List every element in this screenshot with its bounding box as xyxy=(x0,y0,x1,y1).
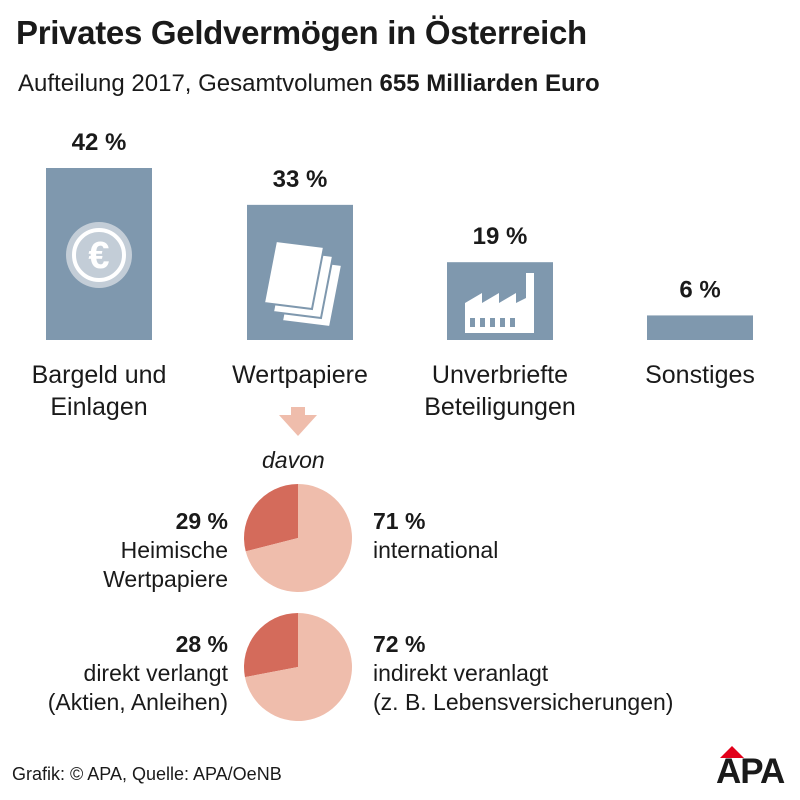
source-note: Grafik: © APA, Quelle: APA/OeNB xyxy=(12,764,282,784)
pie1-left-line1: Heimische xyxy=(120,537,228,563)
pie2-left-line2: (Aktien, Anleihen) xyxy=(47,689,228,715)
pie2-left-label: 28 % direkt verlangt (Aktien, Anleihen) xyxy=(48,630,228,717)
factory-window-2 xyxy=(490,318,495,327)
factory-window-3 xyxy=(500,318,505,327)
apa-logo-text: APA xyxy=(716,752,785,791)
pie2-right-line1: indirekt veranlagt xyxy=(373,660,549,686)
category-label-1-0: Wertpapiere xyxy=(232,361,368,389)
bar-3 xyxy=(647,315,753,340)
pie2-left-pct: 28 % xyxy=(175,631,228,657)
pie1-left-label: 29 % Heimische Wertpapiere xyxy=(103,507,228,594)
pie1-right-line1: international xyxy=(373,537,499,563)
pie1-left-pct: 29 % xyxy=(175,508,228,534)
bar-value-label-1: 33 % xyxy=(273,166,328,193)
pie2-right-label: 72 % indirekt veranlagt (z. B. Lebensver… xyxy=(373,630,673,717)
subtitle-text: Aufteilung 2017, Gesamtvolumen xyxy=(18,70,380,97)
category-label-2-0: Unverbriefte xyxy=(432,361,568,389)
bar-value-label-2: 19 % xyxy=(473,223,528,250)
logo-accent-triangle xyxy=(720,746,744,758)
chart-subtitle: Aufteilung 2017, Gesamtvolumen 655 Milli… xyxy=(18,70,600,98)
euro-symbol: € xyxy=(88,235,109,277)
bar-value-label-0: 42 % xyxy=(72,129,127,156)
davon-label: davon xyxy=(262,447,325,473)
factory-window-4 xyxy=(510,318,515,327)
pie2-left-line1: direkt verlangt xyxy=(83,660,228,686)
pie1-slice-0 xyxy=(243,484,298,552)
apa-logo: APA xyxy=(716,746,785,792)
category-label-2-1: Beteiligungen xyxy=(424,393,576,421)
down-arrow-icon xyxy=(279,407,317,436)
category-label-0-0: Bargeld und xyxy=(32,361,167,389)
chart-title: Privates Geldvermögen in Österreich xyxy=(16,14,587,51)
factory-window-0 xyxy=(470,318,475,327)
pie2-slice-1 xyxy=(244,613,352,721)
factory-window-1 xyxy=(480,318,485,327)
bar-value-label-3: 6 % xyxy=(679,276,720,303)
pie2-right-pct: 72 % xyxy=(373,631,426,657)
pie2-slice-0 xyxy=(243,613,298,678)
category-label-0-1: Einlagen xyxy=(50,393,147,421)
pie1-right-label: 71 % international xyxy=(373,507,498,565)
category-label-3-0: Sonstiges xyxy=(645,361,755,389)
pie1-left-line2: Wertpapiere xyxy=(103,566,228,592)
documents-icon-sheet-2 xyxy=(262,239,326,311)
euro-coin-ring xyxy=(72,228,126,282)
pie1-right-pct: 71 % xyxy=(373,508,426,534)
pie2-right-line2: (z. B. Lebensversicherungen) xyxy=(373,689,674,715)
subtitle-total: 655 Milliarden Euro xyxy=(379,70,600,97)
pie1-slice-1 xyxy=(245,484,352,592)
